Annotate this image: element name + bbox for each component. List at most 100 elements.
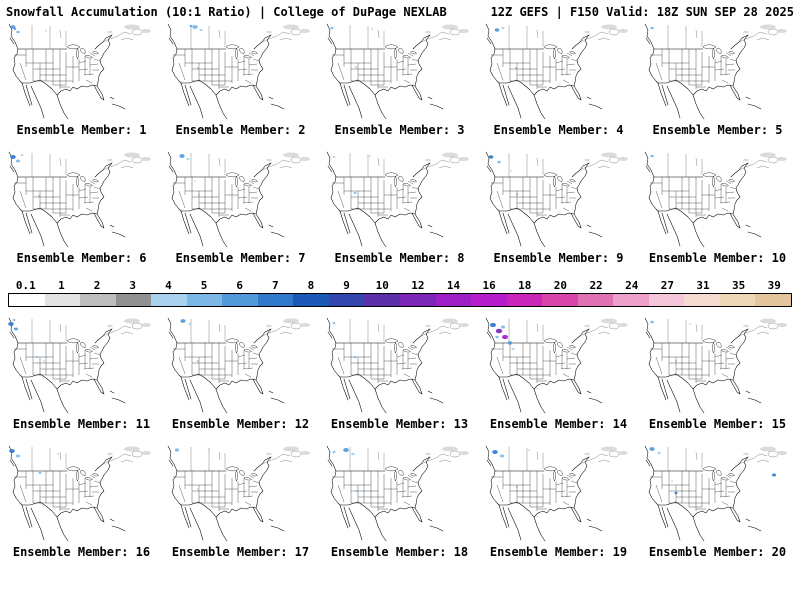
snowfall-patch — [514, 67, 517, 69]
conus-map — [642, 151, 794, 248]
base-map — [168, 24, 310, 119]
colorbar-segment — [115, 294, 152, 306]
snowfall-patch — [38, 471, 41, 475]
conus-map — [483, 445, 635, 542]
snowfall-patches — [332, 155, 371, 195]
snowfall-patch — [178, 154, 185, 158]
snowfall-patches — [329, 26, 373, 68]
snowfall-patches — [178, 154, 200, 196]
colorbar-tick: 3 — [129, 279, 137, 292]
ensemble-panel: Ensemble Member: 1 — [2, 23, 161, 137]
conus-map — [642, 317, 794, 414]
base-map — [486, 152, 628, 247]
ensemble-member-label: Ensemble Member: 9 — [493, 251, 624, 265]
ensemble-panel: Ensemble Member: 10 — [638, 151, 797, 265]
base-map — [645, 24, 787, 119]
snowfall-patches — [491, 449, 530, 488]
ensemble-panel: Ensemble Member: 2 — [161, 23, 320, 137]
snowfall-patch — [15, 454, 20, 458]
base-map — [327, 318, 469, 413]
ensemble-panel: Ensemble Member: 5 — [638, 23, 797, 137]
snowfall-patch — [37, 68, 40, 70]
conus-map — [165, 23, 317, 120]
base-map — [168, 152, 310, 247]
base-map — [168, 446, 310, 541]
ensemble-panel: Ensemble Member: 3 — [320, 23, 479, 137]
ensemble-member-label: Ensemble Member: 13 — [330, 417, 469, 431]
conus-map — [483, 151, 635, 248]
snowfall-patch — [197, 194, 200, 196]
snowfall-patch — [15, 30, 20, 34]
ensemble-panel: Ensemble Member: 14 — [479, 317, 638, 431]
snowfall-patches — [179, 319, 199, 362]
conus-map — [165, 151, 317, 248]
colorbar-tick: 31 — [696, 279, 710, 292]
snowfall-patch — [189, 24, 192, 28]
conus-map — [642, 445, 794, 542]
snowfall-patch — [370, 28, 373, 30]
snowfall-patch — [12, 318, 15, 322]
colorbar-tick: 39 — [767, 279, 781, 292]
colorbar-segment — [400, 294, 436, 306]
base-map — [327, 446, 469, 541]
colorbar-segment — [257, 294, 294, 306]
snowfall-patch — [15, 159, 20, 163]
conus-map — [6, 151, 158, 248]
colorbar-tick: 1 — [58, 279, 65, 292]
conus-map — [165, 317, 317, 414]
snowfall-patch — [193, 180, 196, 182]
snowfall-patch — [44, 30, 47, 32]
snowfall-patch — [188, 322, 191, 326]
snowfall-patch — [42, 360, 45, 362]
snowfall-patch — [648, 447, 655, 451]
snowfall-patches — [649, 320, 691, 362]
colorbar-tick: 4 — [165, 279, 172, 292]
ensemble-member-label: Ensemble Member: 12 — [171, 417, 310, 431]
conus-map — [6, 23, 158, 120]
ensemble-panel: Ensemble Member: 12 — [161, 317, 320, 431]
base-map — [486, 24, 628, 119]
ensemble-panel: Ensemble Member: 19 — [479, 445, 638, 559]
ensemble-member-label: Ensemble Member: 14 — [489, 417, 628, 431]
colorbar-tick: 20 — [553, 279, 568, 292]
snowfall-patches — [648, 447, 776, 495]
conus-map — [324, 151, 476, 248]
snowfall-patch — [353, 191, 356, 195]
colorbar-tick: 12 — [411, 279, 425, 292]
snowfall-patch — [354, 66, 357, 68]
snowfall-patch — [207, 449, 210, 451]
colorbar-tick-labels: 0.1 1 2 3 4 5 6 7 8 9 10 12 14 16 18 20 22 24 27 31 35 39 — [8, 279, 792, 292]
snowfall-patch — [332, 155, 335, 159]
colorbar-tick: 8 — [307, 279, 315, 292]
snowfall-patch — [360, 362, 363, 364]
snowfall-patch — [527, 449, 530, 451]
conus-map — [483, 317, 635, 414]
ensemble-member-label: Ensemble Member: 1 — [16, 123, 147, 137]
base-map — [168, 318, 310, 413]
conus-map — [324, 23, 476, 120]
colorbar-tick: 7 — [271, 279, 279, 292]
snowfall-patch — [8, 448, 15, 454]
base-map — [9, 318, 151, 413]
base-map — [486, 446, 628, 541]
model-valid-time: 12Z GEFS | F150 Valid: 18Z SUN SEP 28 20… — [490, 5, 794, 19]
colorbar-segment — [471, 294, 507, 306]
colorbar-segment — [684, 294, 720, 306]
base-map — [645, 318, 787, 413]
snowfall-patch — [489, 322, 496, 328]
colorbar-segment — [719, 294, 756, 306]
snowfall-patches — [489, 322, 515, 351]
snowfall-patch — [488, 155, 493, 159]
conus-map — [324, 317, 476, 414]
snowfall-patch — [368, 155, 371, 157]
snowfall-patch — [500, 26, 505, 30]
snowfall-patch — [673, 491, 678, 495]
base-map — [9, 24, 151, 119]
colorbar-tick: 6 — [236, 279, 243, 292]
conus-map — [483, 23, 635, 120]
snowfall-patch — [9, 154, 16, 160]
snowfall-patch — [771, 473, 776, 477]
colorbar-tick: 18 — [518, 279, 532, 292]
ensemble-member-label: Ensemble Member: 6 — [16, 251, 147, 265]
ensemble-member-label: Ensemble Member: 4 — [493, 123, 624, 137]
